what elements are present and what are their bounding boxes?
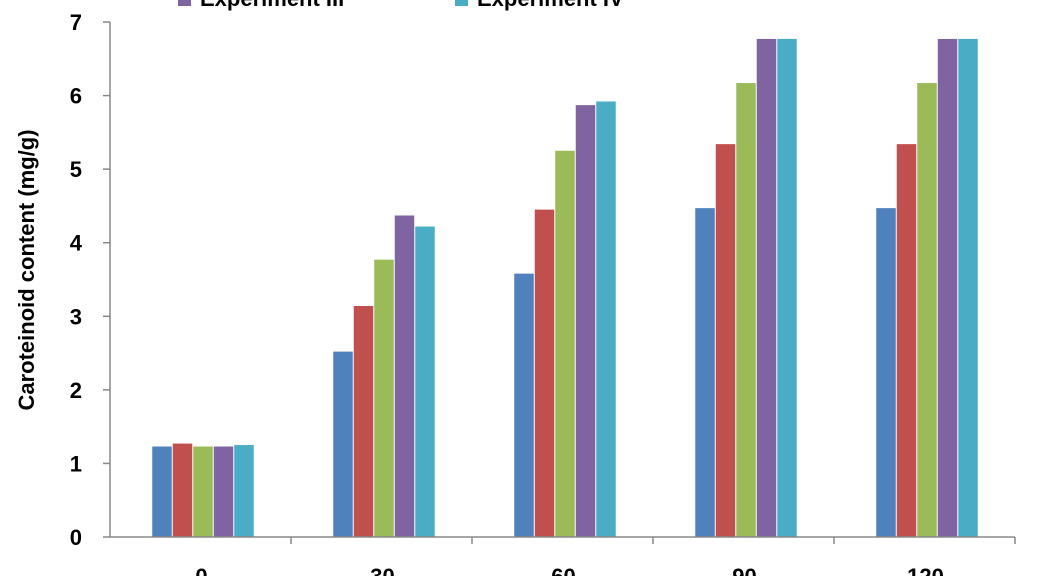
y-tick-label: 7 [70, 10, 82, 35]
bar [193, 446, 213, 537]
bar [876, 208, 896, 537]
bar [514, 273, 534, 537]
x-tick-label: 120 [907, 564, 944, 576]
bar [213, 446, 234, 537]
y-tick-label: 1 [70, 451, 82, 476]
bar [715, 144, 736, 537]
x-tick-label: 90 [732, 564, 756, 576]
bar [736, 83, 756, 538]
bar [415, 226, 435, 537]
y-axis-ticks: 0 1 2 3 4 5 6 7 [70, 10, 110, 550]
y-tick-label: 4 [70, 231, 83, 256]
bar [234, 445, 254, 537]
y-tick-label: 5 [70, 157, 82, 182]
bar [353, 305, 374, 537]
x-tick-label: 60 [551, 564, 575, 576]
bar [777, 38, 797, 538]
y-tick-label: 0 [70, 525, 82, 550]
legend: Experiment III Experiment IV [178, 0, 624, 11]
y-tick-label: 2 [70, 378, 82, 403]
y-tick-label: 6 [70, 84, 82, 109]
bar [152, 446, 172, 537]
bar [394, 215, 415, 537]
bar [937, 38, 958, 538]
legend-swatch [455, 0, 468, 6]
x-tick-label: 0 [195, 564, 207, 576]
bar [958, 38, 978, 538]
bar [695, 208, 715, 537]
bar [575, 105, 596, 537]
x-axis-ticks: 0 30 60 90 120 [195, 537, 1016, 576]
legend-label: Experiment IV [477, 0, 624, 11]
bars [152, 38, 978, 538]
bar [917, 83, 937, 538]
legend-label: Experiment III [200, 0, 344, 11]
bar [596, 101, 616, 537]
bar [333, 351, 353, 537]
y-axis-title-group: Caroteinoid content (mg/g) [14, 129, 39, 410]
bar [756, 38, 777, 538]
bar [534, 209, 555, 537]
bar [172, 443, 193, 537]
bar [374, 259, 394, 537]
bar [896, 144, 917, 537]
x-tick-label: 30 [370, 564, 394, 576]
bar [555, 150, 575, 537]
y-axis-title: Caroteinoid content (mg/g) [14, 129, 39, 410]
y-tick-label: 3 [70, 304, 82, 329]
legend-swatch [178, 0, 191, 6]
